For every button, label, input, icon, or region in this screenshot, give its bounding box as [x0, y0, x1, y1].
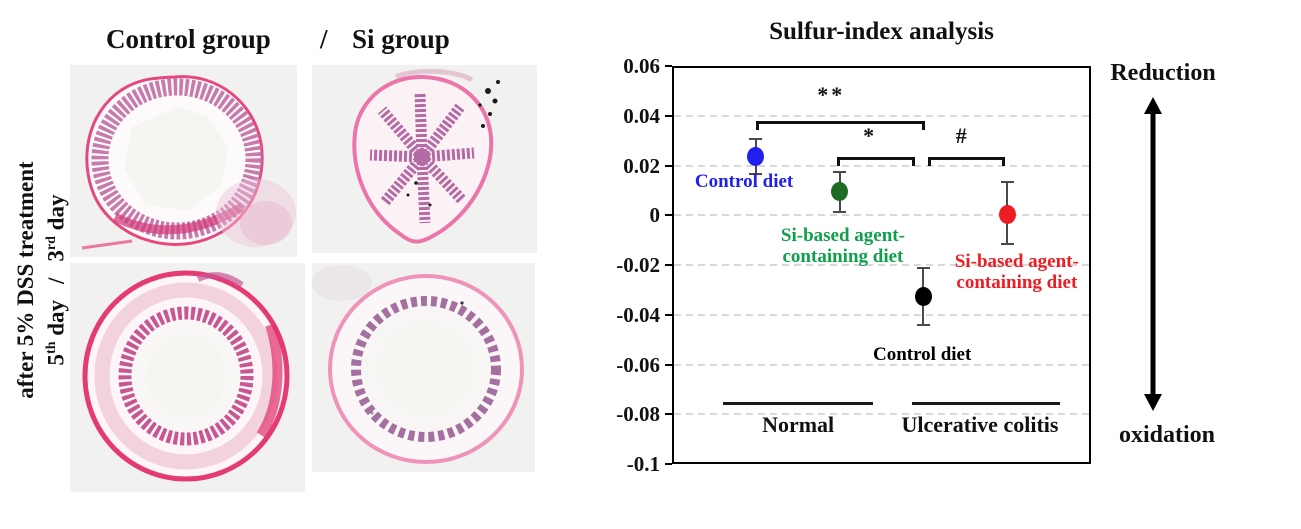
data-point-normal-si-diet	[831, 182, 849, 202]
chart-title: Sulfur-index analysis	[769, 18, 994, 45]
y-tick-label: 0.02	[623, 153, 660, 178]
error-bar-cap	[1000, 180, 1014, 183]
bracket-end	[755, 120, 759, 130]
column-header-si-group: Si group	[352, 24, 450, 54]
redox-double-arrow-icon	[1144, 97, 1162, 411]
row-label-days: 5th day / 3rd day	[39, 60, 70, 500]
error-bar-cap	[749, 138, 763, 141]
y-tick-label: -0.04	[616, 302, 660, 327]
gridline	[674, 413, 1089, 416]
y-tick-mark	[665, 214, 672, 217]
colon-section-si-day3	[352, 68, 500, 244]
significance-bracket	[928, 156, 1006, 160]
histology-image-si-day5	[312, 263, 535, 472]
y-tick-label: 0.06	[623, 54, 660, 78]
gridline	[674, 214, 1089, 217]
column-header-control-group: Control group	[106, 24, 271, 54]
y-tick-label: -0.02	[616, 253, 660, 277]
significance-symbol: *	[863, 123, 878, 149]
error-bar-cap	[749, 173, 763, 176]
reduction-label: Reduction	[1110, 60, 1216, 86]
bracket-end	[922, 120, 926, 130]
group-label: Ulcerative colitis	[901, 412, 1059, 438]
gridline	[674, 114, 1089, 117]
point-label-uc-si-diet: Si-based agent-containing diet	[902, 251, 1132, 293]
group-label: Normal	[762, 412, 835, 438]
y-tick-mark	[665, 65, 672, 67]
colon-section-control-day3	[81, 75, 296, 250]
y-tick-label: 0.04	[623, 103, 660, 128]
bracket-end	[1002, 156, 1006, 166]
group-line	[723, 402, 874, 406]
histology-section: Control group / Si group after 5% DSS tr…	[0, 0, 600, 529]
gridline	[674, 363, 1089, 366]
bracket-end	[837, 156, 841, 166]
significance-bracket	[755, 120, 926, 124]
point-label-line: Si-based agent-	[780, 224, 905, 246]
y-tick-label: -0.06	[616, 352, 660, 377]
gridline	[674, 264, 1089, 266]
y-tick-mark	[665, 313, 672, 316]
histology-image-si-day3	[312, 65, 537, 253]
point-label-uc-control-diet: Control diet	[807, 344, 1037, 365]
point-label-line: Si-based agent-	[954, 250, 1079, 272]
day-slash: /	[43, 277, 69, 284]
point-label-line: containing diet	[956, 271, 1078, 293]
y-tick-label: -0.1	[626, 452, 660, 476]
data-point-uc-control-diet	[914, 286, 932, 306]
column-header-separator: /	[320, 24, 328, 54]
day3-number: 3	[43, 250, 69, 262]
error-bar-cap	[833, 210, 847, 213]
y-tick-mark	[665, 164, 672, 167]
group-line	[912, 402, 1060, 406]
day5-number: 5	[43, 353, 69, 366]
point-label-line: Control diet	[872, 344, 972, 366]
histology-image-control-day5	[70, 263, 305, 492]
row-label-treatment: after 5% DSS treatment	[13, 161, 38, 399]
histology-image-control-day3	[70, 65, 297, 257]
data-point-uc-si-diet	[998, 204, 1016, 224]
gridline	[674, 164, 1089, 167]
bracket-end	[912, 156, 916, 166]
y-tick-mark	[665, 363, 672, 366]
bracket-end	[928, 156, 931, 166]
y-tick-mark	[665, 114, 672, 117]
day5-ordinal: th	[44, 341, 59, 354]
significance-symbol: **	[817, 82, 846, 108]
day3-ordinal: rd	[44, 236, 59, 251]
point-label-line: Control diet	[694, 171, 794, 193]
gridline	[674, 313, 1089, 316]
day3-word: day	[43, 194, 69, 237]
significance-symbol: #	[955, 123, 970, 149]
day5-word: day	[43, 299, 69, 342]
y-tick-mark	[665, 413, 672, 416]
sulfur-index-chart: Sulfur-index analysis Reduction oxidatio…	[600, 0, 1301, 529]
data-point-normal-control-diet	[747, 147, 765, 167]
y-tick-mark	[665, 264, 672, 266]
y-tick-label: -0.08	[616, 402, 660, 427]
point-label-line: containing diet	[782, 245, 904, 267]
point-label-normal-si-diet: Si-based agent-containing diet	[728, 225, 958, 267]
colon-section-si-day5	[312, 265, 524, 464]
row-label-rotated: after 5% DSS treatment 5th day / 3rd day	[13, 60, 70, 500]
y-tick-label: 0	[649, 203, 661, 228]
colon-section-control-day5	[82, 270, 290, 482]
y-tick-mark	[665, 463, 672, 465]
significance-bracket	[837, 156, 915, 160]
oxidation-label: oxidation	[1118, 422, 1216, 448]
point-label-normal-control-diet: Control diet	[629, 171, 859, 192]
error-bar-cap	[916, 324, 930, 327]
error-bar-cap	[833, 170, 847, 173]
error-bar-cap	[1000, 242, 1014, 245]
error-bar-cap	[916, 266, 930, 269]
